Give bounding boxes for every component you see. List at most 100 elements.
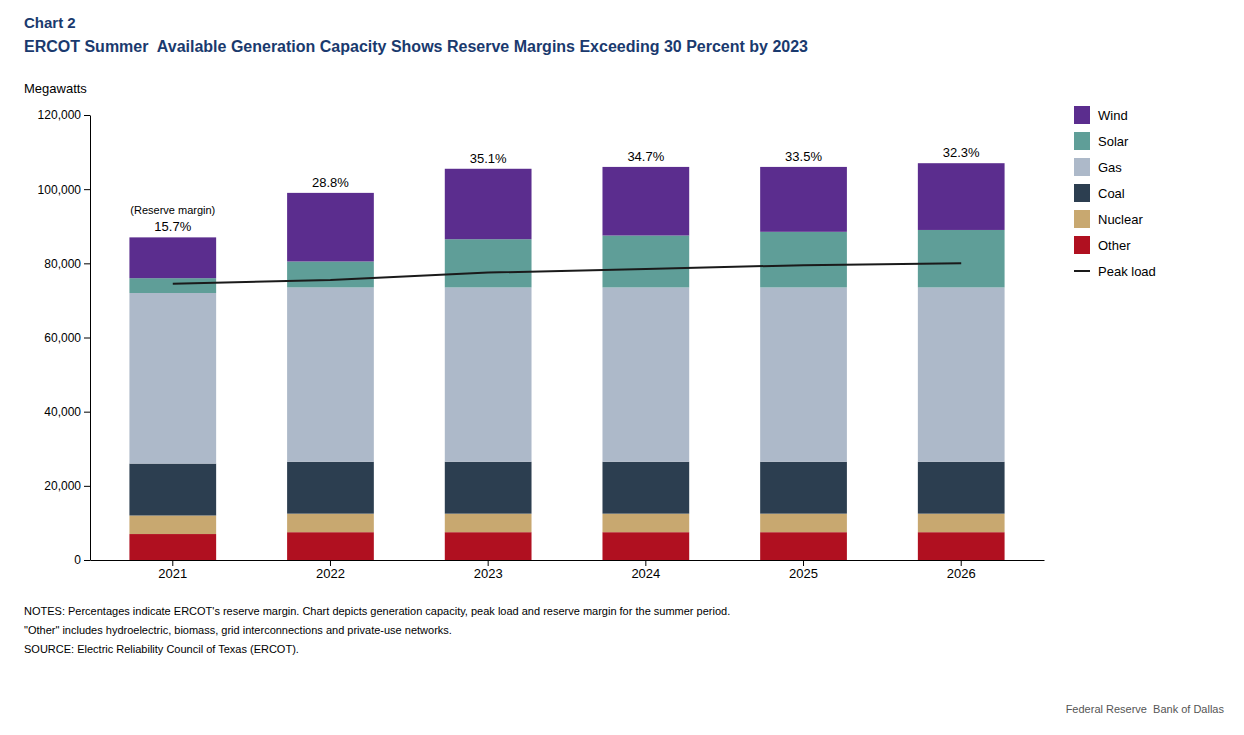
x-tick-mark — [330, 560, 331, 566]
x-tick: 2023 — [474, 560, 503, 581]
x-tick-label: 2026 — [947, 566, 976, 581]
legend-item: Nuclear — [1074, 210, 1143, 228]
legend-swatch — [1074, 210, 1090, 228]
subtitle: ERCOT Summer Available Generation Capaci… — [24, 38, 808, 55]
bar — [918, 532, 1005, 560]
y-tick-mark — [84, 560, 90, 561]
x-tick-mark — [488, 560, 489, 566]
bar — [918, 230, 1005, 287]
y-tick: 40,000 — [44, 405, 90, 419]
x-tick-label: 2025 — [789, 566, 818, 581]
bar — [918, 514, 1005, 533]
annotation: 34.7% — [627, 149, 664, 164]
legend: Wind Solar Gas Coal Nuclear Other Peak load — [1074, 106, 1156, 279]
bar — [602, 287, 689, 461]
legend-item: Solar — [1074, 132, 1129, 150]
bar — [602, 236, 689, 288]
annotation: (Reserve margin) — [130, 204, 215, 216]
y-axis-line — [90, 116, 91, 561]
bar — [287, 261, 374, 287]
bar-series — [129, 230, 1004, 293]
x-tick-mark — [172, 560, 173, 566]
y-tick-label: 40,000 — [44, 405, 81, 419]
bar-series — [129, 163, 1004, 278]
bar — [287, 193, 374, 262]
bar — [760, 287, 847, 461]
bar-series — [129, 532, 1004, 560]
bar — [760, 532, 847, 560]
bar — [445, 514, 532, 533]
note: SOURCE: Electric Reliability Council of … — [24, 643, 299, 655]
legend-label: Coal — [1098, 186, 1125, 201]
bar — [760, 462, 847, 514]
legend-label: Solar — [1098, 134, 1129, 149]
legend-label: Nuclear — [1098, 212, 1143, 227]
bar — [287, 532, 374, 560]
legend-item: Other — [1074, 236, 1131, 254]
y-tick: 80,000 — [44, 257, 90, 271]
y-tick-label: 100,000 — [38, 183, 82, 197]
y-tick-mark — [84, 115, 90, 116]
legend-label: Gas — [1098, 160, 1122, 175]
annotation: 15.7% — [154, 219, 191, 234]
y-tick-label: 60,000 — [44, 331, 81, 345]
bar-series — [129, 462, 1004, 516]
bar — [287, 462, 374, 514]
bar — [129, 278, 216, 293]
line — [173, 263, 961, 283]
y-tick: 100,000 — [38, 183, 90, 197]
bar-series — [129, 514, 1004, 534]
x-tick: 2024 — [631, 560, 660, 581]
note: "Other" includes hydroelectric, biomass,… — [24, 624, 452, 636]
title: Chart 2 — [24, 14, 76, 31]
bar-series — [129, 287, 1004, 463]
bar — [918, 462, 1005, 514]
y-axis: 0 20,000 40,000 60,000 80,000 100,000 120,000 — [38, 108, 91, 567]
chart: Chart 2 ERCOT Summer Available Generation… — [0, 0, 1244, 735]
y-tick-label: 20,000 — [44, 479, 81, 493]
x-tick: 2025 — [789, 560, 818, 581]
y-tick-mark — [84, 412, 90, 413]
legend-swatch — [1074, 106, 1090, 124]
x-tick-label: 2023 — [474, 566, 503, 581]
legend-item: Peak load — [1074, 264, 1156, 279]
legend-item: Gas — [1074, 158, 1122, 176]
x-tick-mark — [645, 560, 646, 566]
bar — [760, 167, 847, 232]
legend-swatch — [1074, 132, 1090, 150]
x-tick-mark — [803, 560, 804, 566]
bar — [129, 293, 216, 464]
bar — [760, 514, 847, 533]
bar — [602, 532, 689, 560]
bar — [287, 514, 374, 533]
bar — [445, 239, 532, 287]
credit: Federal Reserve Bank of Dallas — [1066, 703, 1225, 715]
bar — [445, 532, 532, 560]
y-tick-label: 0 — [74, 553, 81, 567]
bar — [602, 514, 689, 533]
bar — [760, 232, 847, 288]
x-tick-label: 2024 — [631, 566, 660, 581]
y-tick: 20,000 — [44, 479, 90, 493]
x-tick-mark — [961, 560, 962, 566]
bar — [918, 287, 1005, 461]
annotations: 15.7%28.8%35.1%34.7%33.5%32.3%(Reserve m… — [130, 145, 980, 234]
bar — [445, 287, 532, 461]
x-axis-line — [91, 560, 1045, 561]
y-tick: 60,000 — [44, 331, 90, 345]
x-tick-label: 2022 — [316, 566, 345, 581]
annotation: 32.3% — [943, 145, 980, 160]
legend-swatch — [1074, 158, 1090, 176]
legend-label: Other — [1098, 238, 1131, 253]
bar — [129, 534, 216, 560]
data — [129, 163, 1004, 560]
legend-label: Wind — [1098, 108, 1128, 123]
note: NOTES: Percentages indicate ERCOT's rese… — [24, 605, 730, 617]
bar — [129, 464, 216, 516]
x-tick-label: 2021 — [158, 566, 187, 581]
y-tick: 0 — [74, 553, 90, 567]
legend-item: Coal — [1074, 184, 1125, 202]
y-tick-label: 120,000 — [38, 108, 82, 122]
y-tick-mark — [84, 338, 90, 339]
x-tick: 2021 — [158, 560, 187, 581]
